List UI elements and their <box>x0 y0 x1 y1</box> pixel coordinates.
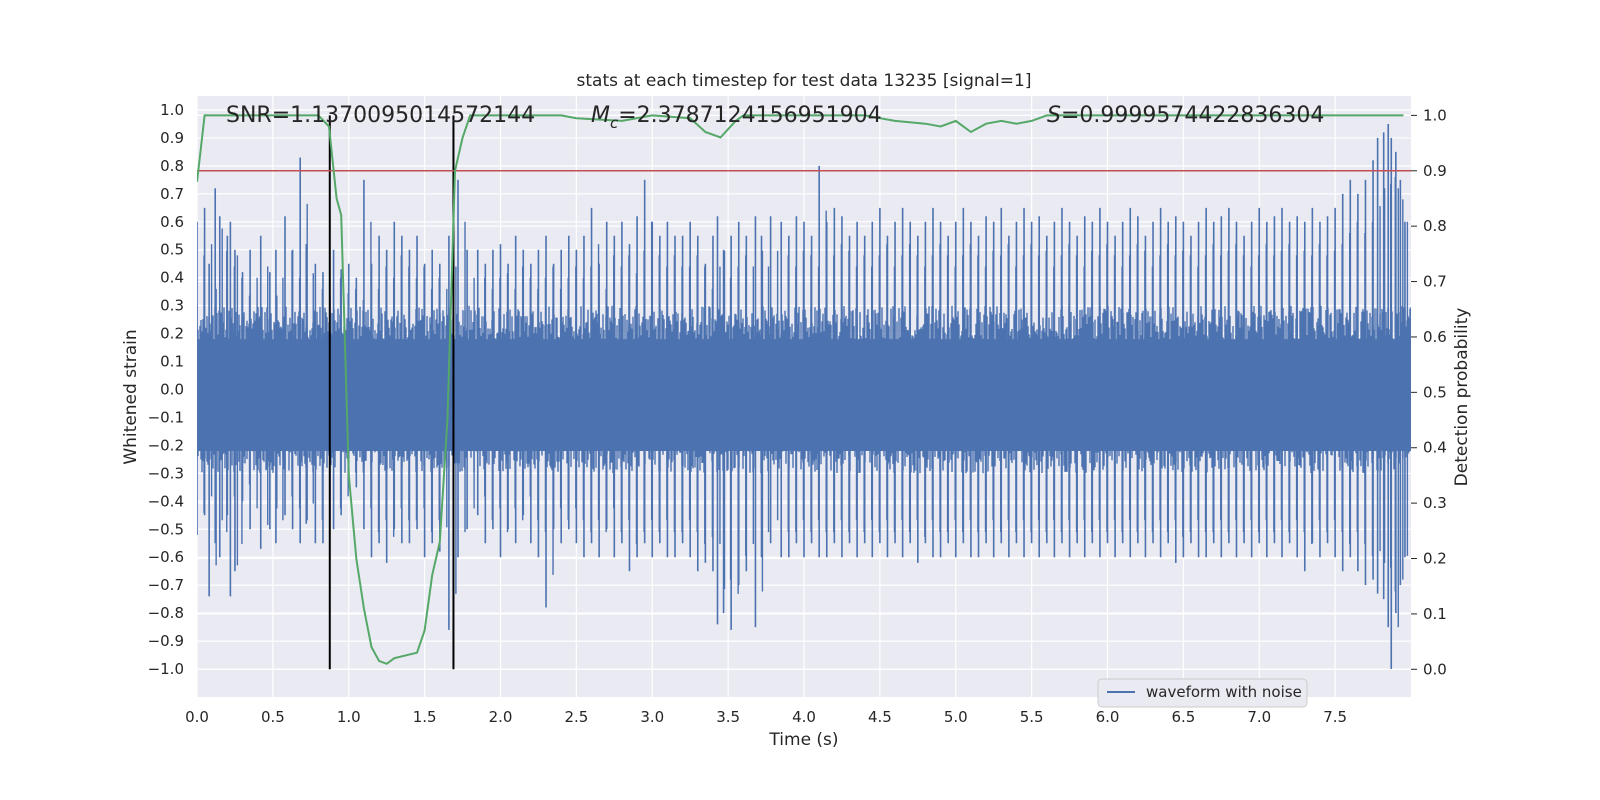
s-value: =0.9999574422836304 <box>1061 103 1324 128</box>
x-tick-label: 6.0 <box>1096 708 1120 726</box>
x-tick-label: 0.0 <box>185 708 209 726</box>
y2-tick-label: 0.8 <box>1423 217 1447 235</box>
y-tick-label: 0.9 <box>160 129 184 147</box>
legend-entry-waveform: waveform with noise <box>1146 683 1302 701</box>
s-annotation: S=0.9999574422836304 <box>1047 103 1324 128</box>
y-tick-label: −0.1 <box>148 408 184 426</box>
x-tick-label: 2.5 <box>564 708 588 726</box>
y-tick-label: −0.8 <box>148 604 184 622</box>
y2-tick-label: 0.2 <box>1423 550 1447 568</box>
y-tick-label: −0.9 <box>148 632 184 650</box>
legend-box <box>1097 678 1308 708</box>
y2-tick-label: 1.0 <box>1423 106 1447 124</box>
s-symbol: S <box>1047 103 1061 128</box>
y2-tick-label: 0.0 <box>1423 660 1447 678</box>
y2-tick-label: 0.1 <box>1423 605 1447 623</box>
y2-tick-label: 0.6 <box>1423 328 1447 346</box>
y-tick-label: 0.3 <box>160 297 184 315</box>
y-tick-label: 0.4 <box>160 269 184 287</box>
y-tick-label: 0.8 <box>160 157 184 175</box>
y2-tick-label: 0.4 <box>1423 439 1447 457</box>
y-tick-label: −0.7 <box>148 576 184 594</box>
y2-tick-label: 0.7 <box>1423 273 1447 291</box>
x-tick-label: 4.0 <box>792 708 816 726</box>
y2-axis-label: Detection probability <box>1452 308 1472 487</box>
x-axis-label: Time (s) <box>768 730 838 750</box>
y-tick-label: 0.6 <box>160 213 184 231</box>
y-tick-label: 0.0 <box>160 381 184 399</box>
x-tick-label: 7.0 <box>1247 708 1271 726</box>
x-tick-label: 5.0 <box>944 708 968 726</box>
x-tick-label: 3.5 <box>716 708 740 726</box>
snr-annotation: SNR=1.1370095014572144 <box>226 103 535 128</box>
y-axis-label: Whitened strain <box>121 329 141 464</box>
y2-tick-label: 0.3 <box>1423 494 1447 512</box>
x-axis-ticks: 0.0 0.5 1.0 1.5 2.0 2.5 3.0 3.5 4.0 4.5 5.0 5.5 6.0 6… <box>185 708 1347 726</box>
y-tick-label: −0.4 <box>148 492 184 510</box>
y-tick-label: −0.6 <box>148 548 184 566</box>
x-tick-label: 3.0 <box>640 708 664 726</box>
chart-title: stats at each timestep for test data 132… <box>577 71 1032 91</box>
y-tick-label: −0.3 <box>148 464 184 482</box>
chirp-mass-annotation: Mc=2.3787124156951904 <box>591 103 882 132</box>
chirp-mass-value: =2.3787124156951904 <box>618 103 881 128</box>
x-tick-label: 1.0 <box>337 708 361 726</box>
y-axis-ticks: 1.0 0.9 0.8 0.7 0.6 0.5 0.4 0.3 0.2 0.1 0.0 −0.1 −0.… <box>148 101 184 678</box>
y-tick-label: 0.2 <box>160 325 184 343</box>
y2-axis-ticks: 1.0 0.9 0.8 0.7 0.6 0.5 0.4 0.3 0.2 0.1 0.0 <box>1411 106 1447 678</box>
detection-probability-series <box>197 114 1404 665</box>
y-tick-label: 0.1 <box>160 353 184 371</box>
x-tick-label: 2.0 <box>489 708 513 726</box>
legend: waveform with noise <box>1097 678 1308 708</box>
x-tick-label: 7.5 <box>1323 708 1347 726</box>
y-tick-label: 0.7 <box>160 185 184 203</box>
chirp-mass-subscript: c <box>610 114 619 132</box>
x-tick-label: 4.5 <box>868 708 892 726</box>
x-tick-label: 5.5 <box>1020 708 1044 726</box>
waveform-series <box>197 123 1411 670</box>
y2-tick-label: 0.9 <box>1423 162 1447 180</box>
x-tick-label: 0.5 <box>261 708 285 726</box>
x-tick-label: 6.5 <box>1171 708 1195 726</box>
y-tick-label: −0.5 <box>148 520 184 538</box>
y-tick-label: 0.5 <box>160 241 184 259</box>
y2-tick-label: 0.5 <box>1423 383 1447 401</box>
y-tick-label: −0.2 <box>148 436 184 454</box>
x-tick-label: 1.5 <box>413 708 437 726</box>
y-tick-label: 1.0 <box>160 101 184 119</box>
y-tick-label: −1.0 <box>148 660 184 678</box>
chirp-mass-symbol: M <box>591 103 610 128</box>
